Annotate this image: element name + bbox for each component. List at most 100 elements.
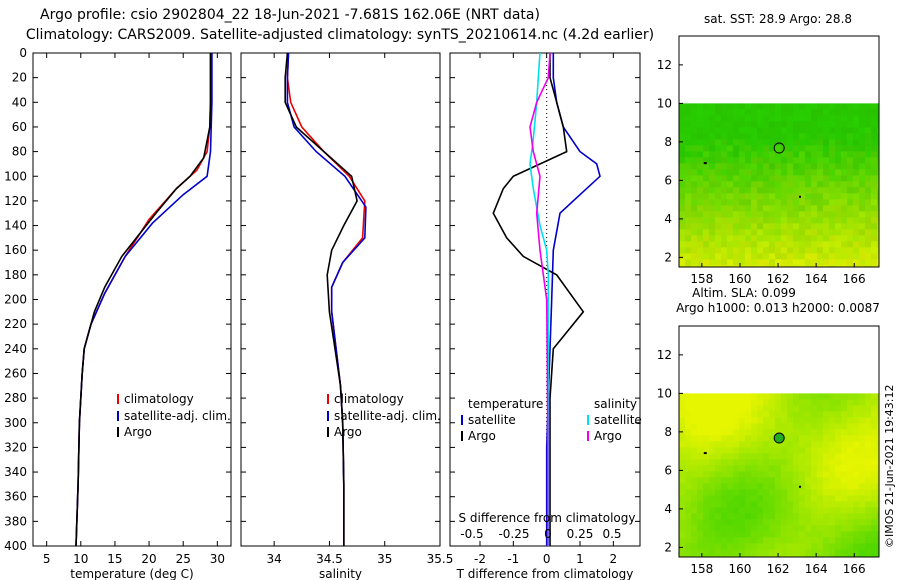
map-cell <box>721 163 728 170</box>
map-cell <box>739 139 746 146</box>
map-cell <box>715 175 722 182</box>
map-cell <box>763 121 770 128</box>
map-cell <box>745 157 752 164</box>
map-cell <box>787 411 794 418</box>
map-cell <box>835 423 842 430</box>
map-cell <box>727 157 734 164</box>
map-cell <box>841 513 848 520</box>
map-cell <box>781 175 788 182</box>
map-cell <box>679 513 686 520</box>
map-cell <box>709 555 716 558</box>
map-cell <box>865 205 872 212</box>
map-cell <box>871 235 878 242</box>
map-cell <box>799 507 806 514</box>
map-cell <box>799 217 806 224</box>
map-cell <box>859 193 866 200</box>
map-cell <box>721 399 728 406</box>
map-cell <box>805 465 812 472</box>
map-cell <box>859 181 866 188</box>
map-cell <box>733 223 740 230</box>
map-cell <box>703 537 710 544</box>
map-cell <box>697 435 704 442</box>
map-cell <box>781 103 788 110</box>
map-cell <box>769 169 776 176</box>
map-cell <box>751 549 758 556</box>
map-cell <box>793 157 800 164</box>
map-cell <box>793 543 800 550</box>
map-cell <box>793 253 800 260</box>
map-cell <box>697 193 704 200</box>
map-cell <box>847 193 854 200</box>
map-cell <box>823 169 830 176</box>
map-cell <box>691 217 698 224</box>
map-cell <box>685 181 692 188</box>
map-cell <box>691 175 698 182</box>
map-cell <box>865 537 872 544</box>
map-cell <box>829 459 836 466</box>
map-cell <box>859 199 866 206</box>
map-cell <box>691 169 698 176</box>
map-cell <box>691 265 698 268</box>
map-cell <box>817 405 824 412</box>
map-cell <box>841 169 848 176</box>
map-cell <box>781 181 788 188</box>
map-cell <box>793 265 800 268</box>
map-cell <box>877 199 880 206</box>
map-cell <box>733 241 740 248</box>
map-cell <box>679 151 686 158</box>
map-cell <box>691 417 698 424</box>
map-cell <box>835 531 842 538</box>
map-cell <box>781 253 788 260</box>
map-cell <box>769 133 776 140</box>
map-cell <box>739 247 746 254</box>
map-cell <box>877 465 880 472</box>
map-cell <box>727 417 734 424</box>
map-cell <box>841 121 848 128</box>
map-cell <box>787 133 794 140</box>
map-cell <box>823 459 830 466</box>
map-cell <box>805 157 812 164</box>
y-tick-label: 320 <box>4 440 27 454</box>
map-cell <box>871 169 878 176</box>
map-cell <box>679 205 686 212</box>
map-cell <box>853 211 860 218</box>
map-cell <box>751 465 758 472</box>
map-cell <box>871 253 878 260</box>
map-cell <box>709 543 716 550</box>
map-cell <box>829 435 836 442</box>
map-cell <box>703 453 710 460</box>
map-cell <box>685 549 692 556</box>
map-cell <box>763 537 770 544</box>
map-cell <box>685 555 692 558</box>
map-cell <box>691 253 698 260</box>
map-cell <box>859 543 866 550</box>
map-cell <box>859 459 866 466</box>
map-cell <box>799 247 806 254</box>
map-cell <box>829 417 836 424</box>
sla-map-subtitle: Altim. SLA: 0.099 <box>692 286 796 300</box>
map-cell <box>757 429 764 436</box>
map-cell <box>805 471 812 478</box>
map-cell <box>829 163 836 170</box>
map-cell <box>829 217 836 224</box>
map-cell <box>865 435 872 442</box>
map-cell <box>847 241 854 248</box>
map-cell <box>685 393 692 400</box>
plot-frame <box>449 52 641 547</box>
map-cell <box>865 199 872 206</box>
map-cell <box>721 121 728 128</box>
y-tick-label: 40 <box>12 95 27 109</box>
map-cell <box>721 501 728 508</box>
map-cell <box>823 477 830 484</box>
map-cell <box>877 489 880 496</box>
map-cell <box>829 127 836 134</box>
map-cell <box>703 187 710 194</box>
map-cell <box>721 429 728 436</box>
map-cell <box>811 169 818 176</box>
map-cell <box>835 157 842 164</box>
map-cell <box>781 441 788 448</box>
map-cell <box>865 399 872 406</box>
map-cell <box>703 483 710 490</box>
map-cell <box>799 211 806 218</box>
